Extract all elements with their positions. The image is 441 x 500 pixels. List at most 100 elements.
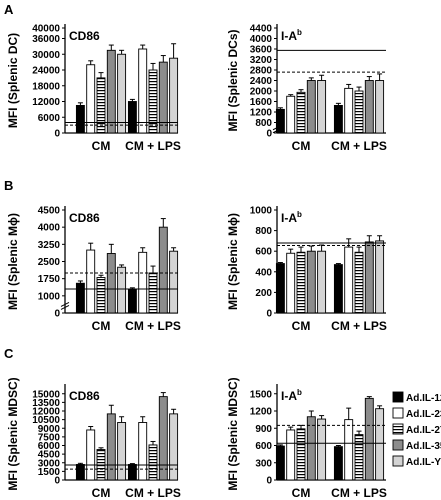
bar <box>354 90 364 134</box>
inner-label: I-Ab <box>281 210 302 225</box>
y-tick-label: 3250 <box>38 240 61 251</box>
bar <box>106 253 116 314</box>
bar <box>375 408 385 481</box>
y-tick-label: 4500 <box>38 450 61 461</box>
legend-label: Ad.IL-27 <box>406 425 441 436</box>
bar <box>117 266 127 314</box>
x-category-label: CM <box>292 486 311 500</box>
legend: Ad.IL-12 Ad.IL-23 Ad.IL-27 Ad.IL-35 Ad.IL-Y <box>392 391 441 468</box>
y-tick-label: 2000 <box>250 87 273 98</box>
y-tick-label: 36000 <box>32 34 60 45</box>
y-axis-label: MFI (Splenic DC) <box>6 33 20 128</box>
y-tick-label: 6000 <box>38 441 61 452</box>
x-category-label: CM + LPS <box>331 139 387 153</box>
inner-label-superscript: b <box>297 388 302 397</box>
y-tick-label: 4400 <box>250 24 273 35</box>
bar <box>75 464 85 481</box>
bar <box>286 95 296 134</box>
y-tick-label: 13500 <box>32 398 60 409</box>
y-tick-label: 900 <box>255 424 272 435</box>
y-tick-label: 1750 <box>38 274 61 285</box>
bar <box>364 80 374 134</box>
bar <box>117 53 127 134</box>
bar <box>333 104 343 134</box>
bar <box>306 80 316 134</box>
y-tick-label: 2800 <box>250 66 273 77</box>
bar <box>286 252 296 314</box>
bar <box>169 57 179 134</box>
y-tick-label: 0 <box>54 129 60 140</box>
y-tick-label: 0 <box>54 309 60 320</box>
bar <box>354 251 364 314</box>
bar <box>306 250 316 314</box>
bar <box>96 277 106 314</box>
y-tick-label: 4000 <box>250 34 273 45</box>
bar <box>333 264 343 314</box>
bar <box>127 464 137 481</box>
bar <box>344 246 354 314</box>
bar <box>86 429 96 481</box>
bar <box>158 396 168 481</box>
x-category-label: CM <box>292 139 311 153</box>
y-tick-label: 3600 <box>250 45 273 56</box>
chart-panel-2: MFI (Splenic DCs) 08001200160020002400280… <box>226 24 387 154</box>
x-category-label: CM <box>92 139 111 153</box>
bar <box>275 445 285 481</box>
legend-swatch <box>392 407 404 419</box>
bar <box>169 250 179 314</box>
chart-panel-3: B MFI (Splenic Mϕ) 0 1000 1750 2500 3250 4000 45… <box>4 178 181 333</box>
y-tick-label: 300 <box>255 458 272 469</box>
bar <box>106 413 116 481</box>
y-tick-label: 200 <box>255 288 272 299</box>
y-tick-label: 12000 <box>32 97 60 108</box>
legend-label: Ad.IL-35 <box>406 441 441 452</box>
bar <box>148 272 158 314</box>
y-axis-label: MFI (Splenic DCs) <box>226 29 240 131</box>
y-tick-label: 1600 <box>250 97 273 108</box>
y-tick-label: 2500 <box>38 257 61 268</box>
chart-panel-5: C MFI (Splenic MDSC) 015003000450060007500… <box>4 346 181 500</box>
y-tick-label: 400 <box>255 267 272 278</box>
bar <box>317 250 327 314</box>
inner-label: CD86 <box>69 29 100 43</box>
legend-label: Ad.IL-12 <box>406 393 441 404</box>
chart-panel-4: MFI (Splenic Mϕ) 0 200 400 600 800 1000 I-Ab CM C… <box>226 206 387 334</box>
y-tick-label: 40000 <box>32 24 60 35</box>
y-tick-label: 3200 <box>250 55 273 66</box>
legend-swatch <box>392 439 404 451</box>
x-category-label: CM + LPS <box>331 319 387 333</box>
bar <box>286 429 296 481</box>
bar <box>169 413 179 481</box>
y-axis-label: MFI (Splenic MDSC) <box>6 377 20 490</box>
y-tick-label: 1500 <box>250 389 273 400</box>
y-axis-label: MFI (Splenic MDSC) <box>226 377 240 490</box>
y-tick-label: 18000 <box>32 81 60 92</box>
y-tick-label: 1200 <box>250 407 273 418</box>
chart-panel-1: A MFI (Splenic DC) 0 6000 12000 18000 24000 300… <box>4 2 181 153</box>
inner-label-superscript: b <box>297 210 302 219</box>
axis-break-mark <box>60 304 70 310</box>
inner-label: CD86 <box>69 389 100 403</box>
bar <box>296 251 306 314</box>
bar <box>317 80 327 134</box>
y-axis-label: MFI (Splenic Mϕ) <box>226 213 240 310</box>
bar <box>148 69 158 134</box>
y-tick-label: 0 <box>266 129 272 140</box>
y-tick-label: 9000 <box>38 424 61 435</box>
y-tick-label: 7500 <box>38 432 61 443</box>
bar <box>296 91 306 134</box>
y-tick-label: 3000 <box>38 458 61 469</box>
bar <box>75 282 85 314</box>
bar <box>148 444 158 481</box>
y-tick-label: 1500 <box>38 467 61 478</box>
panel-letter: A <box>4 2 14 17</box>
legend-swatch <box>392 391 404 403</box>
y-tick-label: 600 <box>255 441 272 452</box>
bar <box>296 428 306 481</box>
bar <box>364 241 374 314</box>
y-tick-label: 1000 <box>250 206 273 217</box>
y-tick-label: 0 <box>266 309 272 320</box>
bar <box>127 288 137 314</box>
y-axis-label: MFI (Splenic Mϕ) <box>6 213 20 310</box>
